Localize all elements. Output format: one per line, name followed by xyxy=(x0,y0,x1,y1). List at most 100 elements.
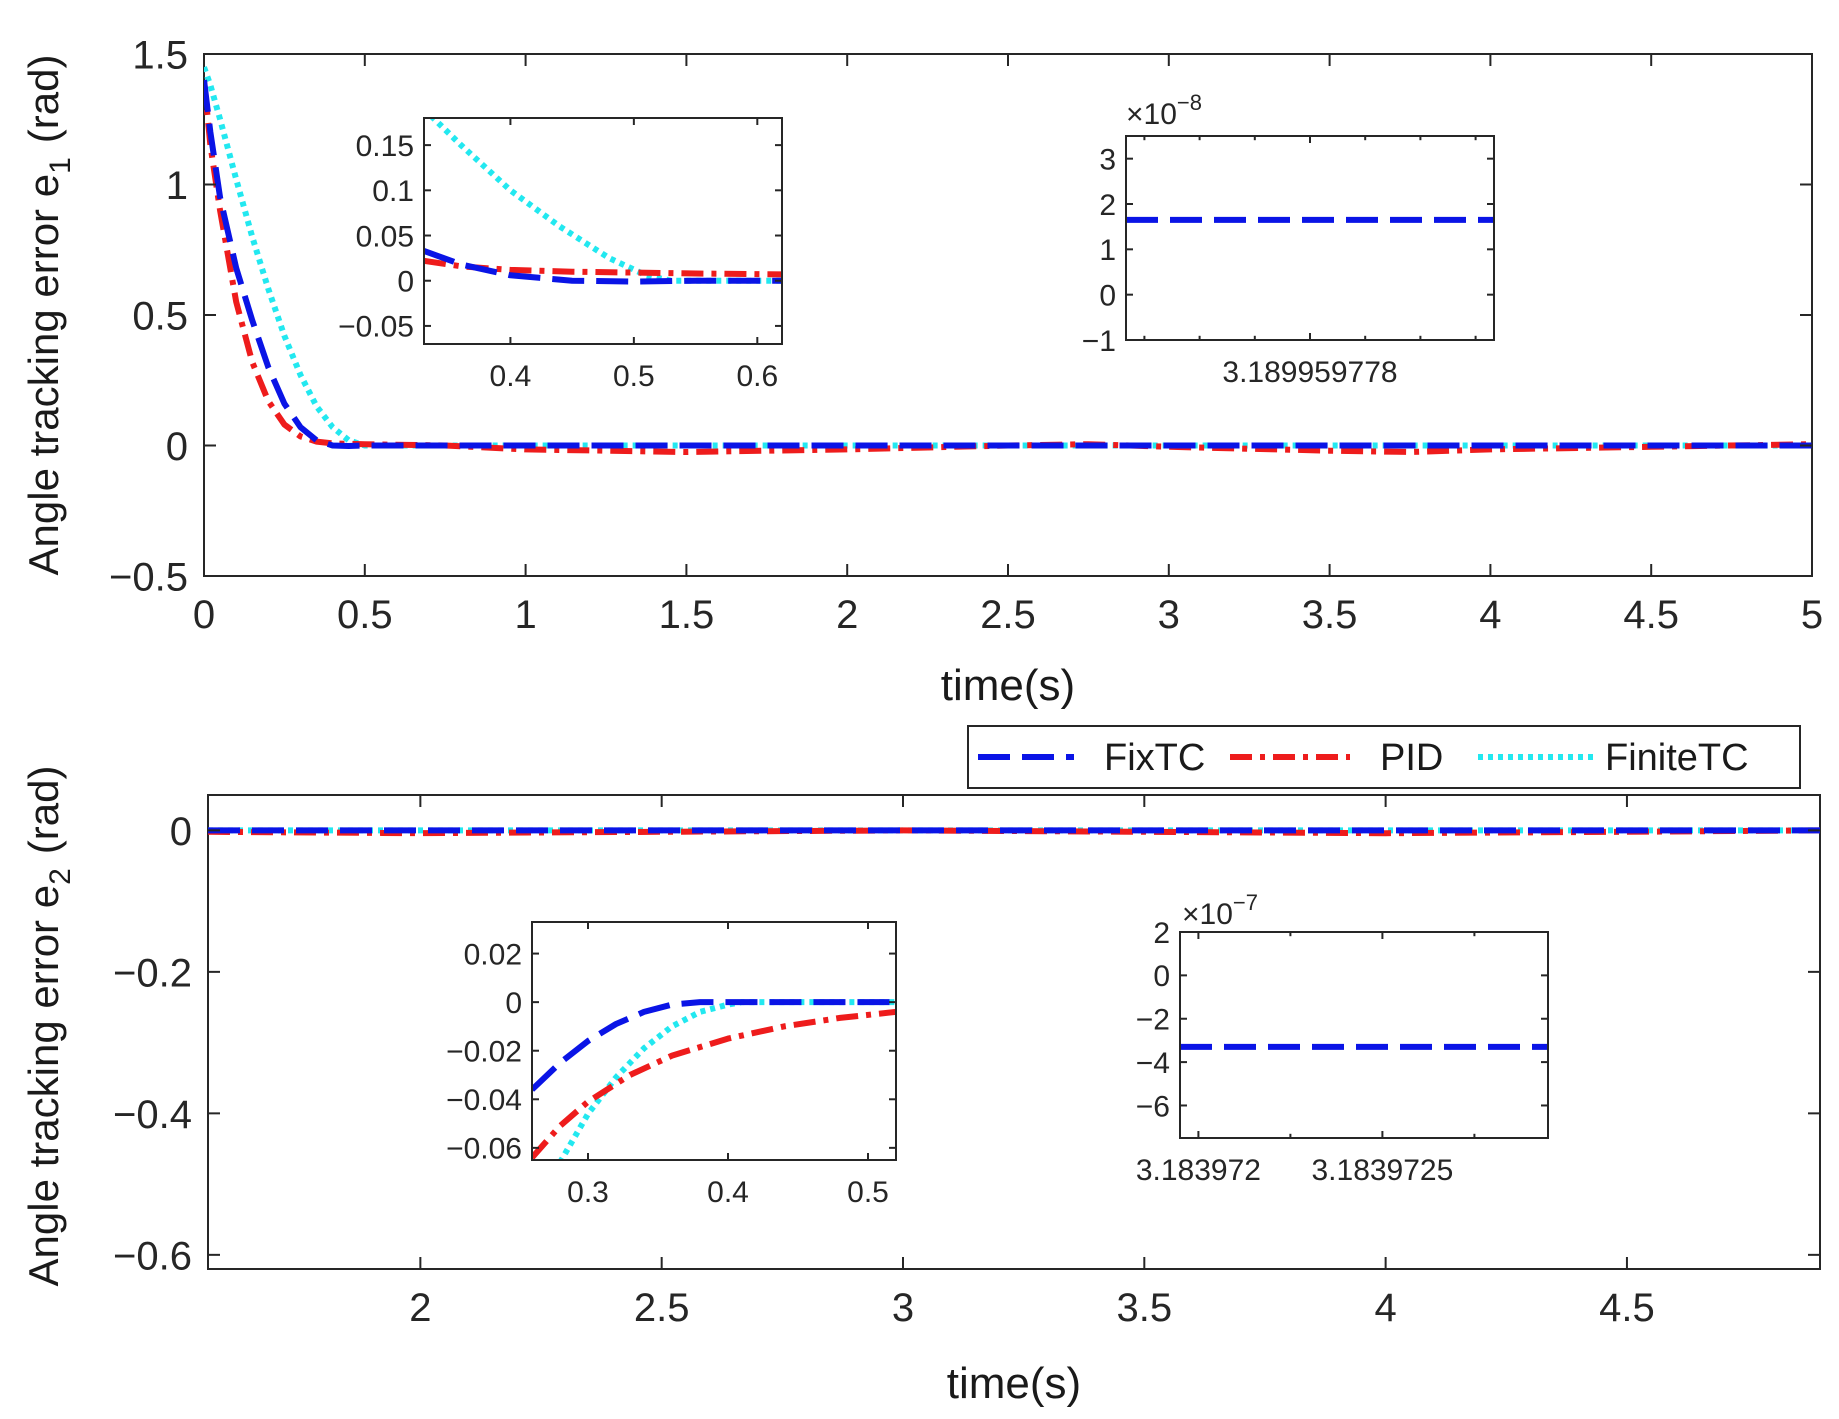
bottom-inset-1-series-clip xyxy=(532,999,896,1160)
bottom-inset-2-y-tick-label: −2 xyxy=(1136,1004,1170,1037)
bottom-plot-ticks: 2 2.5 3 3.5 4 4.5 −0.6 −0.4 −0.2 0 xyxy=(113,795,1820,1330)
top-y-tick-label: −0.5 xyxy=(109,555,188,599)
top-x-tick-label: 3.5 xyxy=(1302,593,1358,637)
bottom-inset-1-x-tick-label: 0.4 xyxy=(707,1176,749,1209)
top-inset-2-background xyxy=(1126,136,1494,340)
top-x-tick-label: 1 xyxy=(514,593,536,637)
top-inset-1: 0.4 0.5 0.6 −0.05 0 0.05 0.1 0.15 xyxy=(338,117,783,393)
bottom-y-tick-label: −0.4 xyxy=(113,1093,192,1137)
top-inset-2-y-tick-label: 3 xyxy=(1099,143,1116,176)
top-inset-1-y-tick-label: 0.1 xyxy=(372,175,414,208)
top-y-axis-title: Angle tracking error e1 (rad) xyxy=(20,55,77,576)
bottom-inset-1-y-tick-label: −0.02 xyxy=(446,1036,522,1069)
bottom-y-axis-title-unit: (rad) xyxy=(20,766,67,855)
bottom-inset-2-exponent-power: −7 xyxy=(1233,890,1258,915)
bottom-x-tick-label: 4.5 xyxy=(1599,1286,1655,1330)
top-inset-1-x-tick-label: 0.6 xyxy=(736,360,778,393)
bottom-inset-1-ticks: 0.3 0.4 0.5 −0.06 −0.04 −0.02 0 0.02 xyxy=(446,922,896,1209)
bottom-x-axis-title: time(s) xyxy=(947,1359,1081,1408)
bottom-inset-2-exponent-base: ×10 xyxy=(1182,898,1233,931)
top-y-tick-label: 1.5 xyxy=(132,33,188,77)
top-y-axis-title-subscript: 1 xyxy=(44,157,77,174)
top-plot-ticks: 0 0.5 1 1.5 2 2.5 3 3.5 4 4.5 5 −0.5 0 0.5 1 1.5 xyxy=(109,33,1823,637)
top-y-tick-label: 1 xyxy=(166,164,188,208)
bottom-inset-2-x-tick-label: 3.1839725 xyxy=(1311,1154,1453,1187)
top-panel: 0 0.5 1 1.5 2 2.5 3 3.5 4 4.5 5 −0.5 0 0.5 1 1.5 time(s… xyxy=(20,33,1823,710)
legend-label-pid: PID xyxy=(1380,737,1443,779)
top-y-axis-title-unit: (rad) xyxy=(20,55,67,144)
top-series-fixtc xyxy=(204,79,1812,449)
top-inset-2-exponent: ×10−8 xyxy=(1126,90,1202,131)
legend: FixTC PID FiniteTC xyxy=(967,725,1801,789)
bottom-inset-1-y-tick-label: −0.06 xyxy=(446,1133,522,1166)
top-inset-1-series-fixtc xyxy=(424,248,782,285)
bottom-inset-2-y-tick-label: 2 xyxy=(1153,917,1170,950)
top-inset-2-y-tick-label: 2 xyxy=(1099,189,1116,222)
bottom-inset-1-series-finitetc xyxy=(557,999,896,1160)
top-plot-series xyxy=(204,66,1812,455)
top-inset-1-frame xyxy=(423,117,783,345)
top-inset-2-y-tick-label: 0 xyxy=(1099,279,1116,312)
bottom-x-tick-label: 2 xyxy=(409,1286,431,1330)
bottom-panel: 2 2.5 3 3.5 4 4.5 −0.6 −0.4 −0.2 0 time(s) Angle … xyxy=(20,766,1821,1408)
bottom-plot-series xyxy=(208,827,1820,837)
bottom-inset-2-y-tick-label: 0 xyxy=(1153,960,1170,993)
bottom-inset-2-frame xyxy=(1179,931,1549,1139)
top-inset-2-x-tick-label: 3.189959778 xyxy=(1222,356,1397,389)
bottom-inset-1-y-tick-label: −0.04 xyxy=(446,1084,522,1117)
top-y-tick-label: 0.5 xyxy=(132,294,188,338)
top-x-tick-label: 2 xyxy=(836,593,858,637)
bottom-y-tick-label: −0.6 xyxy=(113,1234,192,1278)
bottom-inset-2-exponent: ×10−7 xyxy=(1182,890,1258,931)
bottom-inset-2: 3.183972 3.1839725 −6 −4 −2 0 2 ×10−7 xyxy=(1136,890,1549,1187)
top-series-clip xyxy=(204,66,1812,455)
legend-label-fixtc: FixTC xyxy=(1104,737,1205,779)
bottom-plot-frame xyxy=(207,794,1821,1270)
bottom-inset-1-series-pid xyxy=(532,1008,896,1160)
bottom-inset-2-ticks: 3.183972 3.1839725 −6 −4 −2 0 2 xyxy=(1136,917,1548,1187)
bottom-y-tick-label: 0 xyxy=(170,810,192,854)
bottom-y-axis-title-main: Angle tracking error e xyxy=(20,885,67,1287)
bottom-inset-1-x-tick-label: 0.3 xyxy=(567,1176,609,1209)
bottom-inset-2-background xyxy=(1180,932,1548,1138)
top-x-axis-title: time(s) xyxy=(941,661,1075,710)
top-x-tick-label: 3 xyxy=(1158,593,1180,637)
bottom-y-axis-title: Angle tracking error e2 (rad) xyxy=(20,766,77,1287)
top-inset-2-exponent-power: −8 xyxy=(1177,90,1202,115)
top-inset-2-y-tick-label: −1 xyxy=(1082,325,1116,358)
bottom-x-tick-label: 2.5 xyxy=(634,1286,690,1330)
bottom-inset-2-y-tick-label: −4 xyxy=(1136,1047,1170,1080)
bottom-inset-1-y-tick-label: 0.02 xyxy=(464,938,522,971)
top-x-tick-label: 4.5 xyxy=(1623,593,1679,637)
top-inset-1-series-clip xyxy=(424,118,782,285)
top-inset-1-series xyxy=(424,118,782,285)
bottom-inset-1-series-fixtc xyxy=(532,999,896,1092)
bottom-inset-1-y-tick-label: 0 xyxy=(505,987,522,1020)
bottom-series-clip xyxy=(208,827,1820,837)
bottom-y-tick-label: −0.2 xyxy=(113,951,192,995)
bottom-x-tick-label: 3 xyxy=(892,1286,914,1330)
top-x-tick-label: 1.5 xyxy=(659,593,715,637)
bottom-inset-2-y-tick-label: −6 xyxy=(1136,1090,1170,1123)
top-inset-1-x-tick-label: 0.5 xyxy=(613,360,655,393)
bottom-inset-1-series xyxy=(532,999,896,1160)
bottom-x-tick-label: 3.5 xyxy=(1117,1286,1173,1330)
top-inset-1-series-pid xyxy=(424,257,782,278)
top-y-tick-label: 0 xyxy=(166,425,188,469)
top-inset-2-y-tick-label: 1 xyxy=(1099,234,1116,267)
top-x-tick-label: 4 xyxy=(1479,593,1501,637)
top-x-tick-label: 5 xyxy=(1801,593,1823,637)
bottom-y-axis-title-subscript: 2 xyxy=(44,868,77,885)
top-inset-1-y-tick-label: 0.15 xyxy=(356,130,414,163)
bottom-inset-1: 0.3 0.4 0.5 −0.06 −0.04 −0.02 0 0.02 xyxy=(446,921,897,1209)
top-inset-1-y-tick-label: 0 xyxy=(397,266,414,299)
top-x-tick-label: 2.5 xyxy=(980,593,1036,637)
top-y-axis-title-main: Angle tracking error e xyxy=(20,174,67,576)
top-inset-1-ticks: 0.4 0.5 0.6 −0.05 0 0.05 0.1 0.15 xyxy=(338,118,782,393)
top-inset-1-background xyxy=(424,118,782,344)
bottom-inset-1-x-tick-label: 0.5 xyxy=(847,1176,889,1209)
top-inset-1-y-tick-label: 0.05 xyxy=(356,220,414,253)
bottom-inset-2-x-tick-label: 3.183972 xyxy=(1136,1154,1261,1187)
top-inset-1-y-tick-label: −0.05 xyxy=(338,311,414,344)
